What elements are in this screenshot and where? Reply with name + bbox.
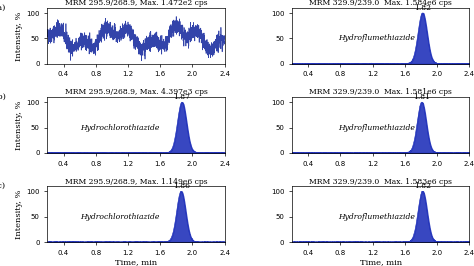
Title: MRM 329.9/239.0  Max. 1.581e6 cps: MRM 329.9/239.0 Max. 1.581e6 cps [309, 88, 452, 96]
Text: 1.82: 1.82 [414, 3, 431, 11]
Text: (b): (b) [0, 93, 6, 101]
Text: Hydrochlorothiazide: Hydrochlorothiazide [80, 123, 160, 132]
Text: Hydroflumethiazide: Hydroflumethiazide [338, 34, 415, 42]
Title: MRM 295.9/268.9, Max. 1.472e2 cps: MRM 295.9/268.9, Max. 1.472e2 cps [65, 0, 207, 7]
Text: 1.81: 1.81 [413, 93, 430, 101]
Text: 1.86: 1.86 [173, 182, 190, 190]
Text: (a): (a) [0, 3, 6, 11]
Title: MRM 295.9/268.9, Max. 4.397e3 cps: MRM 295.9/268.9, Max. 4.397e3 cps [64, 88, 208, 96]
Title: MRM 329.9/239.0  Max. 1.583e6 cps: MRM 329.9/239.0 Max. 1.583e6 cps [309, 177, 452, 186]
X-axis label: Time, min: Time, min [360, 259, 401, 266]
Title: MRM 295.9/268.9, Max. 1.149e6 cps: MRM 295.9/268.9, Max. 1.149e6 cps [65, 177, 207, 186]
Text: 1.82: 1.82 [414, 182, 431, 190]
Y-axis label: Intensity, %: Intensity, % [16, 100, 24, 150]
X-axis label: Time, min: Time, min [115, 259, 157, 266]
Text: (c): (c) [0, 182, 5, 190]
Y-axis label: Intensity, %: Intensity, % [16, 11, 24, 61]
Text: Hydrochlorothiazide: Hydrochlorothiazide [80, 213, 160, 221]
Title: MRM 329.9/239.0  Max. 1.584e6 cps: MRM 329.9/239.0 Max. 1.584e6 cps [309, 0, 452, 7]
Text: 1.87: 1.87 [173, 93, 191, 101]
Y-axis label: Intensity, %: Intensity, % [16, 189, 24, 239]
Text: Hydroflumethiazide: Hydroflumethiazide [338, 213, 415, 221]
Text: Hydroflumethiazide: Hydroflumethiazide [338, 123, 415, 132]
